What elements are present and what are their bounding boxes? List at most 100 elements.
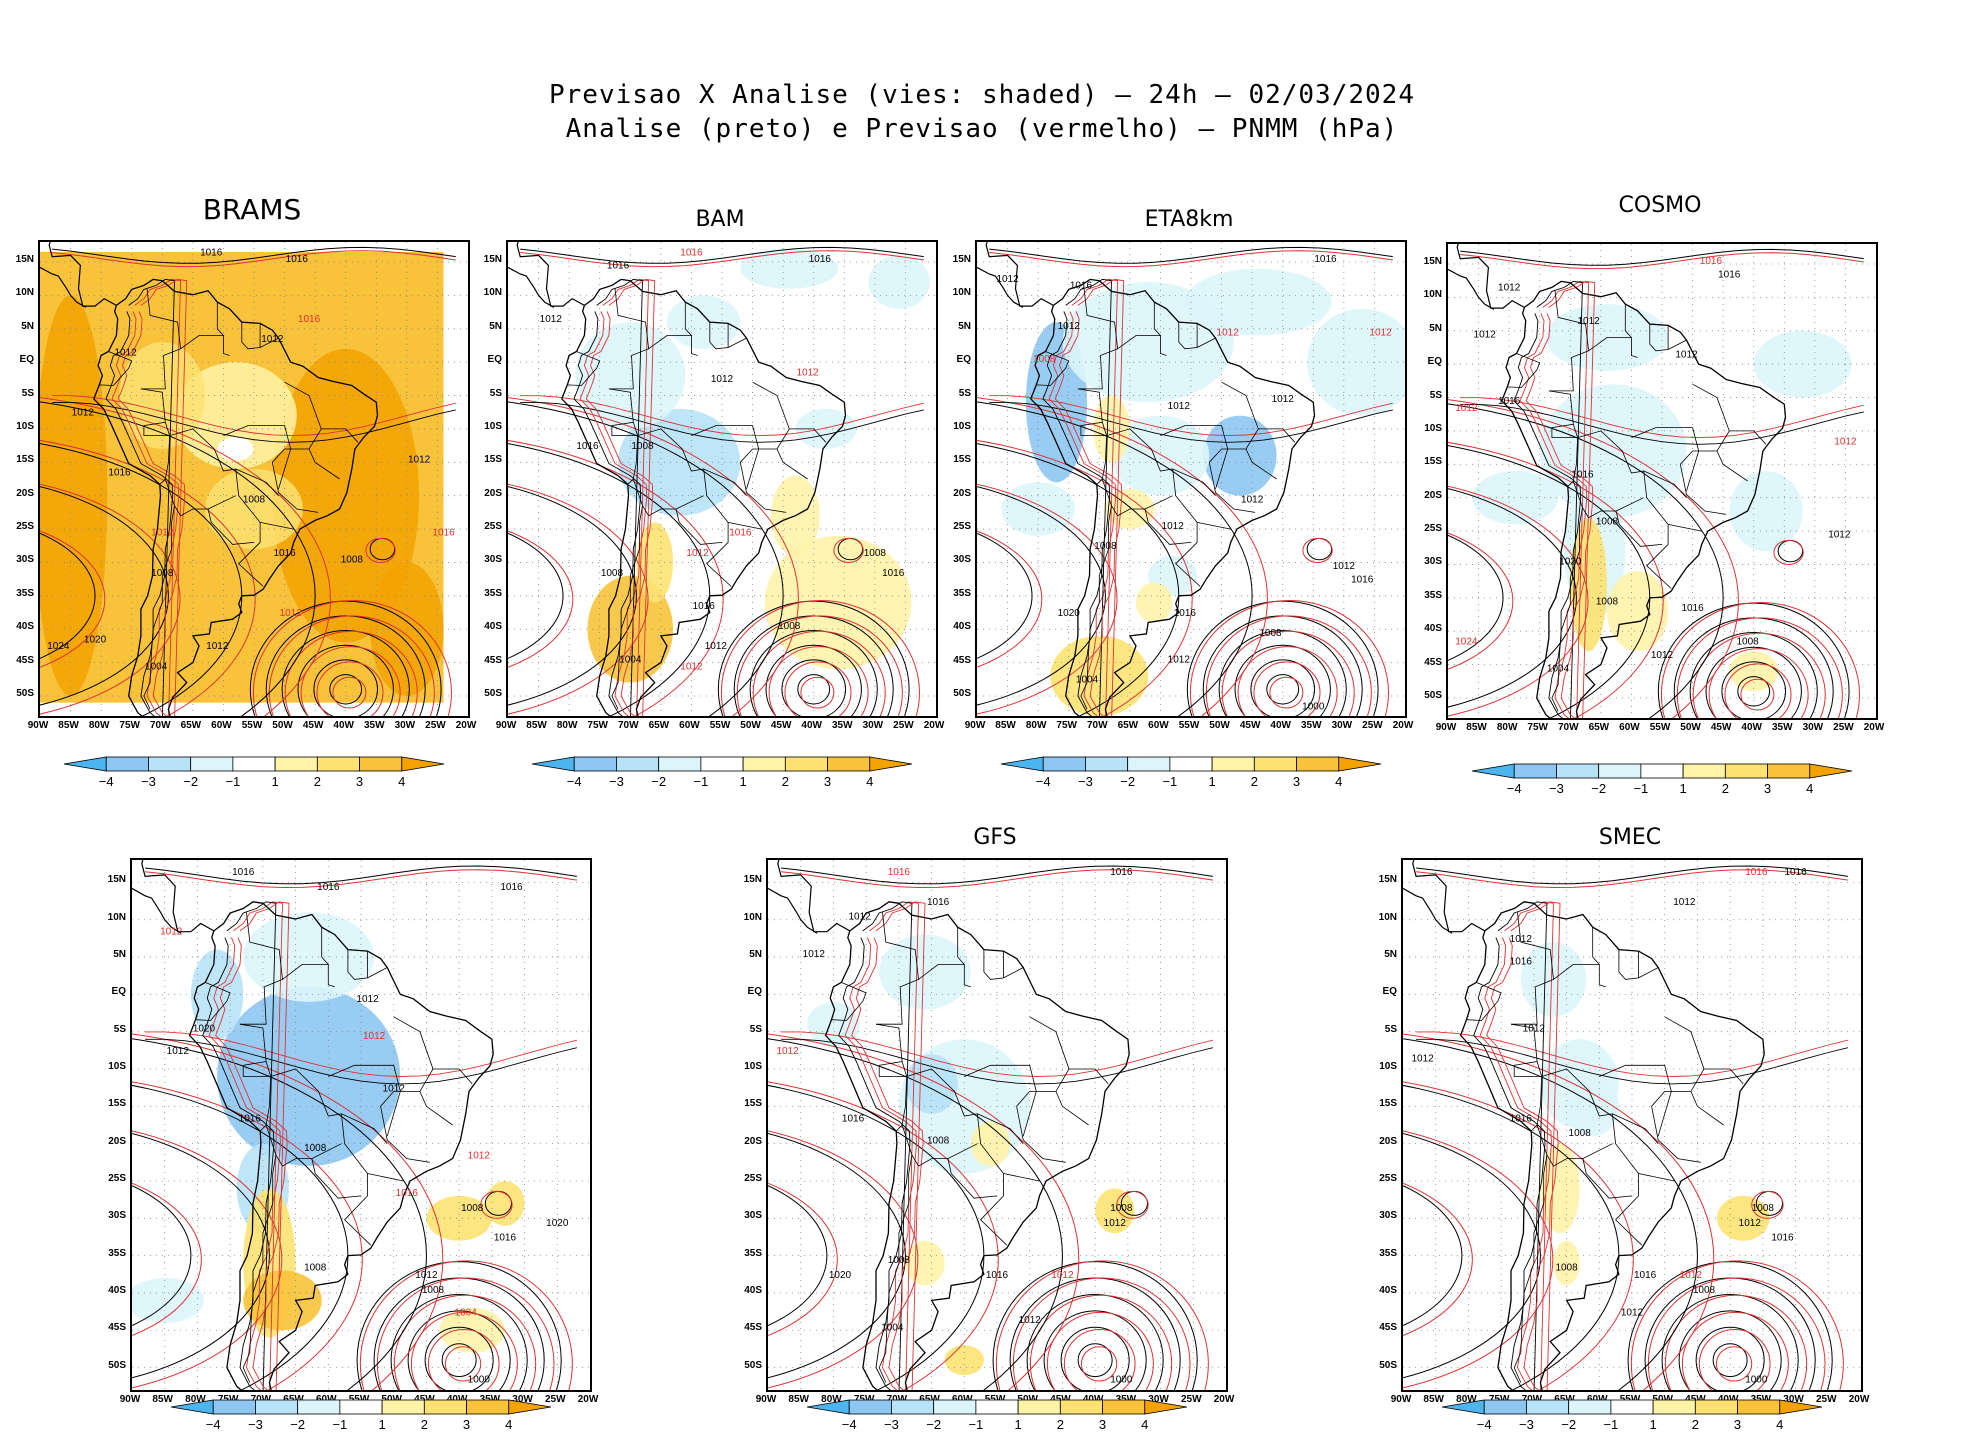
isobar (520, 246, 924, 264)
colorbar-label: −4 (1476, 1417, 1492, 1432)
contour-label: 1008 (304, 1143, 327, 1154)
contour-label: 1016 (298, 314, 321, 325)
isobar (520, 401, 924, 443)
bias-patch (217, 436, 254, 461)
lon-tick-label: 45W (302, 720, 324, 731)
contour-label: 1012 (72, 408, 95, 419)
contour-label: 1016 (1718, 269, 1741, 280)
country-border (1716, 450, 1748, 482)
bias-patch-cold (879, 934, 971, 1010)
colorbar-swatch (891, 1399, 935, 1415)
lon-tick-label: 55W (1178, 720, 1200, 731)
map-canvas-gfs: 1016 1016 1012 1016 1012 1012 1016 1008 1008 1012… (768, 860, 1226, 1390)
colorbar-swatch (1526, 1399, 1570, 1415)
country-border (1507, 353, 1541, 388)
country-border (419, 1091, 453, 1126)
isobar (508, 532, 564, 659)
colorbar-label: 1 (1208, 774, 1216, 789)
isobar (1627, 1261, 1833, 1390)
country-border (611, 505, 643, 710)
lat-tick-label: 45S (484, 654, 502, 666)
lon-tick-label: 75W (217, 1394, 239, 1405)
isobar (52, 246, 456, 264)
isobar (768, 1133, 906, 1379)
country-border (1172, 468, 1216, 496)
lon-tick-label: 60W (211, 720, 232, 731)
colorbar-label: −2 (651, 774, 667, 789)
colorbar-label: −1 (1603, 1417, 1619, 1432)
contour-label: 1004 (881, 1322, 904, 1333)
colorbar-brams (63, 756, 445, 772)
isobar (145, 865, 577, 885)
lon-tick-label: 65W (180, 720, 202, 731)
isobar (781, 1038, 1214, 1085)
lat-tick-label: 5S (113, 1023, 126, 1035)
contour-label: 1004 (1547, 663, 1570, 674)
bias-patch-warm (1606, 571, 1669, 652)
country-border (964, 1064, 1037, 1137)
isobar (573, 278, 643, 716)
lat-tick-label: 5S (749, 1023, 762, 1035)
colorbar-model5 (170, 1399, 552, 1415)
isobar (1708, 648, 1809, 718)
colorbar-swatch (466, 1399, 510, 1415)
contour-label: 1012 (1510, 934, 1533, 945)
country-border (1196, 337, 1216, 348)
lon-tick-label: 90W (755, 1394, 777, 1405)
lat-tick-label: 5S (958, 387, 971, 399)
coastline (93, 278, 379, 716)
bias-patch-cold (132, 1278, 204, 1323)
lon-tick-label: 35W (479, 1394, 501, 1405)
colorbar-label: 4 (505, 1417, 513, 1432)
lon-tick-label: 85W (58, 720, 79, 731)
country-border (1704, 1068, 1744, 1085)
lat-tick-label: 20S (484, 487, 502, 499)
country-border (1003, 967, 1024, 979)
bias-patch-warm (1093, 395, 1130, 463)
isobar (1473, 901, 1548, 1390)
colorbar-label: 3 (1292, 774, 1301, 789)
map-canvas-brams: 1016 1016 1016 1012 1012 1012 1016 1008 1012 1008… (40, 242, 468, 716)
lon-tick-label: 35W (1301, 720, 1322, 731)
contour-label: 1012 (848, 912, 871, 923)
isobar (977, 397, 1268, 716)
colorbar-swatch (1017, 1399, 1061, 1415)
lon-tick-label: 55W (1649, 722, 1671, 733)
contour-label: 1016 (888, 867, 911, 878)
lat-tick-label: 10S (16, 420, 34, 432)
country-border (1016, 1106, 1066, 1163)
country-border (341, 1113, 388, 1144)
country-border (691, 425, 760, 490)
contour-label: 1008 (631, 441, 654, 452)
lat-tick-label: 5N (21, 320, 34, 332)
colorbar-label: −4 (98, 774, 114, 789)
country-border (1630, 337, 1638, 358)
isobar (1460, 252, 1864, 270)
country-border (1101, 478, 1173, 517)
lon-tick-label: 80W (1456, 1394, 1477, 1405)
country-border (1729, 430, 1767, 445)
country-border (963, 964, 971, 988)
colorbar-swatch (700, 756, 744, 772)
isobar (1705, 646, 1802, 718)
lon-tick-label: 75W (1488, 1394, 1510, 1405)
contour-label: 1016 (927, 897, 950, 908)
contour-label: 1016 (432, 528, 455, 539)
lon-tick-label: 45W (1710, 722, 1732, 733)
lon-tick-label: 50W (1652, 1394, 1673, 1405)
colorbar-label: 3 (462, 1417, 471, 1432)
colorbar-swatch (573, 756, 617, 772)
contour-label: 1008 (151, 568, 174, 579)
colorbar-swatch (1169, 756, 1213, 772)
country-border (271, 462, 319, 513)
isobar (52, 250, 456, 268)
colorbar-swatch (869, 756, 913, 772)
colorbar-label: −3 (141, 774, 156, 789)
lon-tick-label: 25W (1181, 1394, 1202, 1405)
country-border (728, 522, 762, 530)
contour-label: 1016 (680, 247, 703, 258)
colorbar-swatch (848, 1399, 892, 1415)
lat-tick-label: 50S (16, 687, 34, 699)
bias-patch-cold (1203, 415, 1277, 496)
isobar (365, 537, 396, 563)
